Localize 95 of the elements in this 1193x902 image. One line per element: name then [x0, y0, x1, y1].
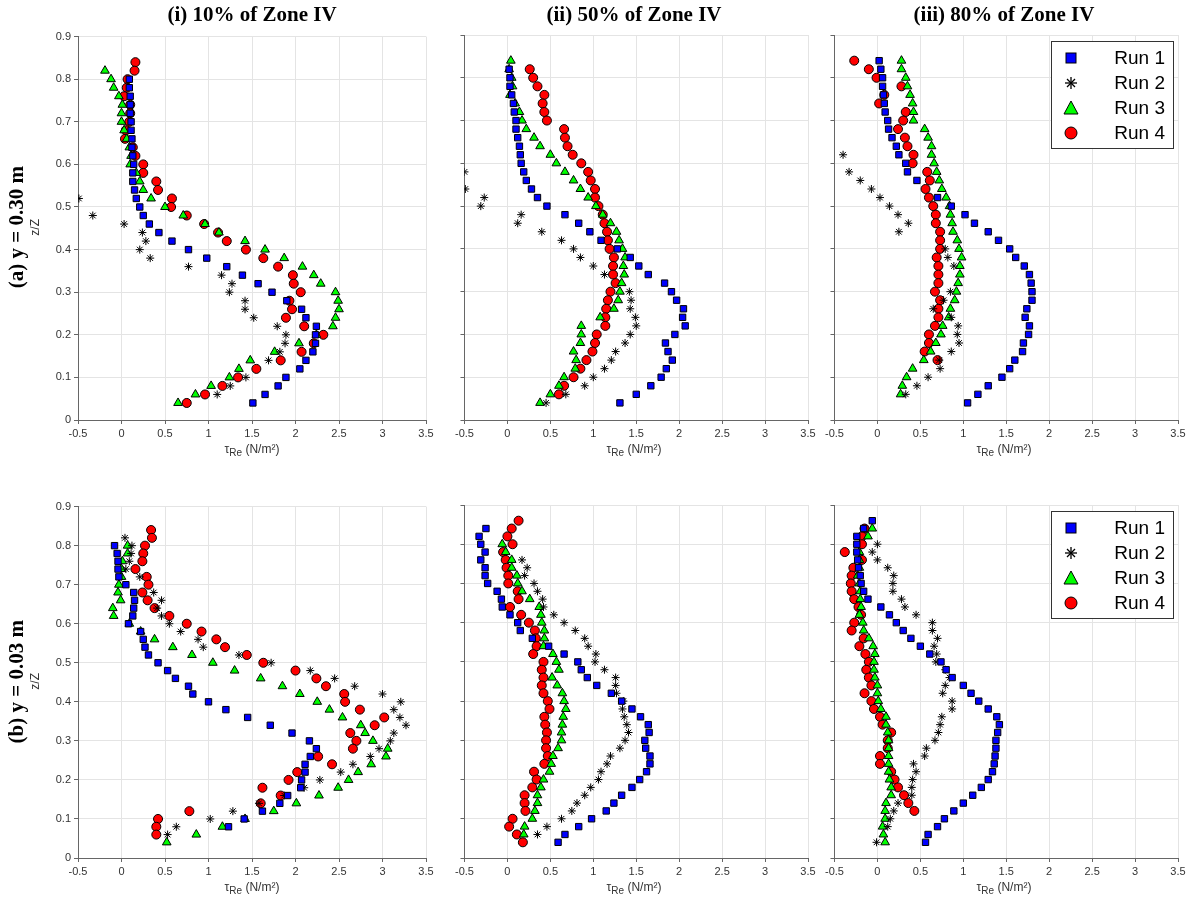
- x-axis-title: τ$_{Re}$ (N/m²): [223, 442, 281, 459]
- y-tick-label: 0.1: [55, 811, 71, 824]
- y-axis-title: z/Z: [28, 219, 42, 236]
- x-tick-label: 0.5: [157, 864, 173, 877]
- x-tick-label: 3: [1132, 864, 1139, 877]
- y-tick-label: 0.2: [55, 327, 71, 340]
- y-tick-label: 0.5: [55, 655, 71, 668]
- x-tick-label: 2: [1046, 864, 1053, 877]
- x-tick-label: 0.5: [542, 426, 559, 439]
- x-tick-label: 2.5: [1084, 426, 1100, 439]
- x-tick-label: 1.5: [628, 426, 644, 439]
- text: (b) y = 0.03 m: [3, 619, 29, 744]
- x-tick-label: 1.5: [998, 864, 1014, 877]
- legend-label: Run 4: [1114, 591, 1165, 614]
- x-tick-label: 0.5: [542, 864, 559, 877]
- x-tick-label: 1: [960, 426, 967, 439]
- legend-label: Run 1: [1114, 516, 1165, 539]
- y-tick-label: 0: [64, 851, 71, 864]
- x-tick-label: 1.5: [244, 864, 260, 877]
- x-tick-label: 1.5: [628, 864, 644, 877]
- x-tick-label: 3.5: [1170, 864, 1186, 877]
- x-tick-label: -0.5: [68, 426, 88, 439]
- y-tick-label: 0.7: [55, 114, 71, 127]
- y-tick-label: 0: [64, 413, 71, 426]
- x-tick-label: 1: [960, 864, 967, 877]
- x-tick-label: 2.5: [331, 426, 347, 439]
- x-axis-title: τ$_{Re}$ (N/m²): [223, 880, 281, 897]
- x-tick-label: 1: [590, 864, 597, 877]
- y-tick-label: 0.4: [55, 242, 71, 255]
- x-tick-label: -0.5: [824, 864, 844, 877]
- x-tick-label: 0: [504, 426, 511, 439]
- legend-label: Run 2: [1114, 541, 1165, 564]
- x-axis-title: τ$_{Re}$ (N/m²): [975, 880, 1033, 897]
- y-tick-label: 0.3: [55, 733, 71, 746]
- legend-label: Run 2: [1114, 71, 1165, 94]
- x-axis-title: τ$_{Re}$ (N/m²): [605, 880, 663, 897]
- x-tick-label: 0: [874, 426, 881, 439]
- x-tick-label: -0.5: [824, 426, 844, 439]
- text: (a) y = 0.30 m: [3, 166, 29, 289]
- x-tick-label: 1.5: [998, 426, 1014, 439]
- x-tick-label: 3: [1132, 426, 1139, 439]
- x-tick-label: 3: [762, 864, 769, 877]
- x-axis-title: τ$_{Re}$ (N/m²): [975, 442, 1033, 459]
- y-tick-label: 0.8: [55, 538, 71, 551]
- y-tick-label: 0.9: [55, 499, 71, 512]
- x-tick-label: 3.5: [1170, 426, 1186, 439]
- x-tick-label: 0.5: [157, 426, 173, 439]
- y-tick-label: 0.5: [55, 200, 71, 213]
- legend-label: Run 3: [1114, 566, 1165, 589]
- y-tick-label: 0.1: [55, 370, 71, 383]
- legend-label: Run 3: [1114, 96, 1165, 119]
- x-tick-label: 0.5: [912, 426, 929, 439]
- x-tick-label: 0: [504, 864, 511, 877]
- y-tick-label: 0.8: [55, 72, 71, 85]
- y-tick-label: 0.6: [55, 157, 71, 170]
- x-tick-label: 1: [205, 864, 212, 877]
- x-tick-label: 2.5: [1084, 864, 1100, 877]
- x-tick-label: 3: [379, 864, 386, 877]
- x-tick-label: 2: [292, 426, 299, 439]
- y-tick-label: 0.7: [55, 577, 71, 590]
- chart-title: (ii) 50% of Zone IV: [545, 2, 723, 27]
- x-tick-label: -0.5: [454, 864, 474, 877]
- x-tick-label: 2: [1046, 426, 1053, 439]
- x-tick-label: 0: [874, 864, 881, 877]
- x-tick-label: 1: [590, 426, 597, 439]
- x-tick-label: 1.5: [244, 426, 260, 439]
- chart-title: (i) 10% of Zone IV: [166, 2, 338, 27]
- legend-label: Run 1: [1114, 46, 1165, 69]
- x-tick-label: 2.5: [714, 426, 730, 439]
- x-tick-label: 1: [205, 426, 212, 439]
- x-tick-label: 0.5: [912, 864, 929, 877]
- legend-label: Run 4: [1114, 121, 1165, 144]
- x-tick-label: 3: [762, 426, 769, 439]
- y-axis-title: z/Z: [28, 673, 42, 690]
- x-tick-label: -0.5: [454, 426, 474, 439]
- x-tick-label: 3.5: [418, 864, 434, 877]
- x-tick-label: 0: [118, 426, 125, 439]
- y-tick-label: 0.3: [55, 285, 71, 298]
- x-tick-label: 0: [118, 864, 125, 877]
- x-tick-label: 2: [676, 864, 683, 877]
- chart-title: (iii) 80% of Zone IV: [912, 2, 1096, 27]
- y-tick-label: 0.2: [55, 772, 71, 785]
- x-tick-label: 2.5: [331, 864, 347, 877]
- x-tick-label: 3.5: [418, 426, 434, 439]
- y-tick-label: 0.9: [55, 29, 71, 42]
- x-tick-label: 3.5: [800, 864, 816, 877]
- x-tick-label: 2.5: [714, 864, 730, 877]
- x-tick-label: 3: [379, 426, 386, 439]
- x-tick-label: 3.5: [800, 426, 816, 439]
- x-tick-label: 2: [292, 864, 299, 877]
- y-tick-label: 0.4: [55, 694, 71, 707]
- x-tick-label: 2: [676, 426, 683, 439]
- x-tick-label: -0.5: [68, 864, 88, 877]
- x-axis-title: τ$_{Re}$ (N/m²): [605, 442, 663, 459]
- y-tick-label: 0.6: [55, 616, 71, 629]
